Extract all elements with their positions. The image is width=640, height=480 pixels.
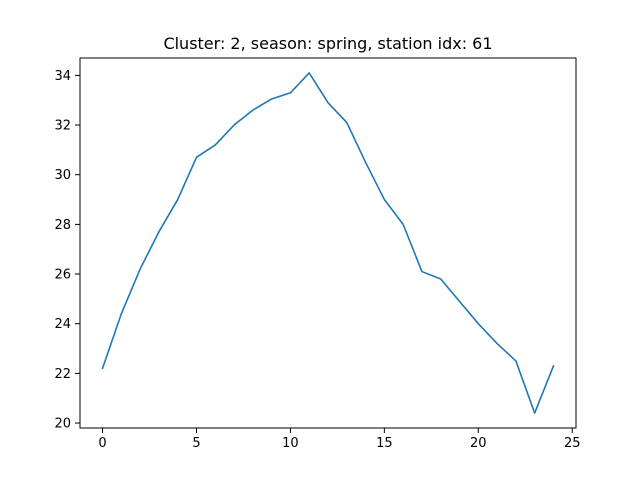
y-tick-label: 20	[54, 417, 71, 432]
plot-frame	[79, 57, 577, 429]
y-tick-label: 22	[54, 367, 71, 382]
y-tick-label: 26	[54, 268, 71, 283]
x-tick-label: 10	[282, 436, 299, 451]
series-layer	[101, 72, 555, 414]
x-tick-label: 0	[98, 436, 106, 451]
y-tick-label: 34	[54, 69, 71, 84]
y-tick-label: 32	[54, 119, 71, 134]
chart-title: Cluster: 2, season: spring, station idx:…	[163, 34, 492, 53]
x-tick-label: 15	[376, 436, 393, 451]
x-tick-label: 25	[564, 436, 581, 451]
y-tick-label: 24	[54, 317, 71, 332]
y-tick-label: 28	[54, 218, 71, 233]
series-line	[101, 72, 555, 414]
y-tick-label: 30	[54, 168, 71, 183]
axes: 0 5 10 15 20 25 20 22 24 26 28 30 32 34	[54, 69, 580, 451]
x-tick-label: 20	[470, 436, 487, 451]
x-tick-label: 5	[192, 436, 200, 451]
